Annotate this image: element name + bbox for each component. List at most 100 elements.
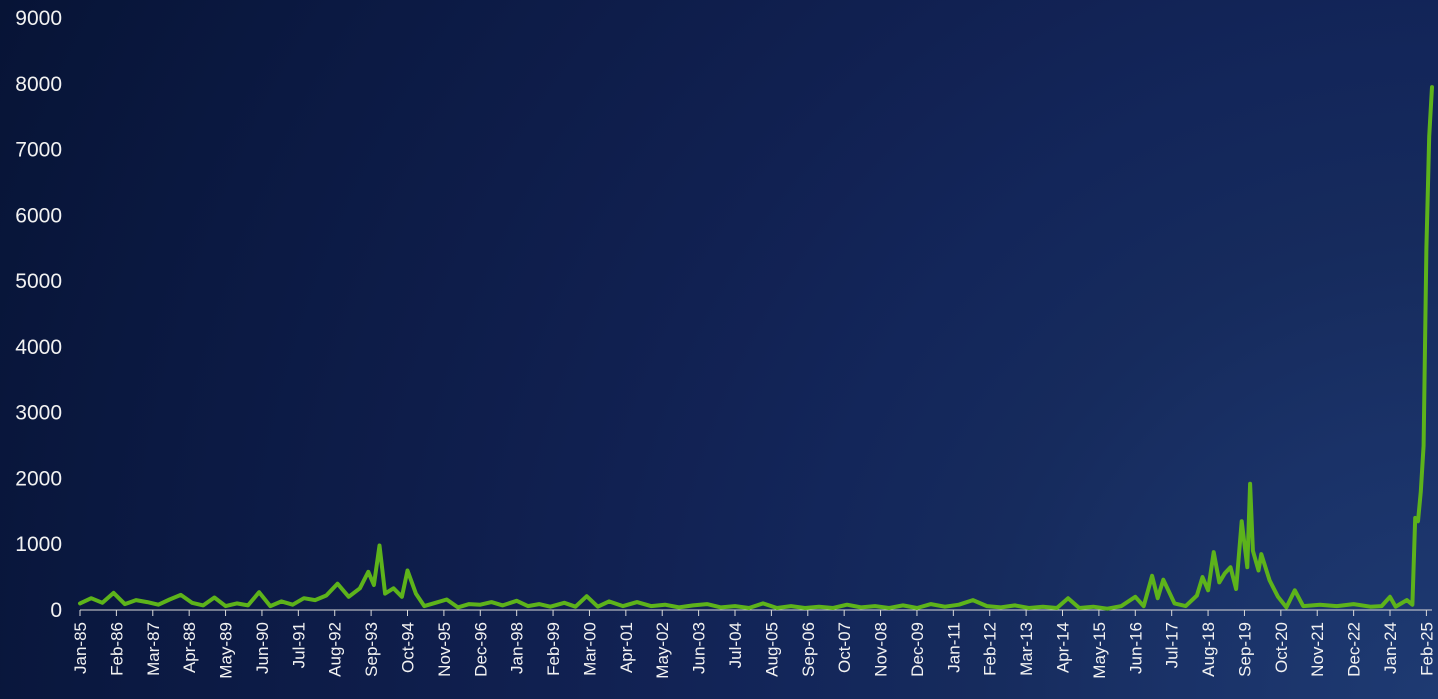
y-tick-label: 8000 <box>15 73 62 96</box>
x-tick-label: Jul-91 <box>289 622 308 668</box>
data-point <box>1212 550 1216 554</box>
data-point <box>775 606 779 610</box>
x-tick-label: May-02 <box>653 622 672 679</box>
x-tick-label: Aug-18 <box>1199 622 1218 677</box>
data-point <box>1256 568 1261 573</box>
data-point <box>635 600 639 604</box>
data-point <box>302 596 306 600</box>
x-tick-label: Nov-08 <box>872 622 891 677</box>
data-point <box>179 593 183 597</box>
data-point <box>1228 565 1233 569</box>
data-point <box>123 602 127 606</box>
data-point <box>747 606 751 610</box>
data-point <box>1119 604 1123 608</box>
x-tick-label: Aug-05 <box>762 622 781 677</box>
data-point <box>134 598 138 602</box>
data-point <box>831 606 835 610</box>
data-point <box>501 603 505 608</box>
x-tick-label: Dec-22 <box>1345 622 1364 677</box>
data-point <box>957 603 961 607</box>
x-tick-label: Feb-86 <box>107 622 126 676</box>
data-point <box>733 604 737 608</box>
data-point <box>859 605 863 610</box>
x-tick-label: Jun-90 <box>253 622 272 674</box>
data-point <box>1156 596 1160 600</box>
data-point <box>1259 552 1263 556</box>
data-point <box>1424 246 1428 250</box>
x-tick-label: Apr-14 <box>1054 622 1073 673</box>
y-tick-label: 6000 <box>15 204 62 227</box>
data-point <box>548 605 552 609</box>
data-point <box>1352 602 1356 606</box>
data-point <box>1293 588 1297 592</box>
data-point <box>1240 519 1244 523</box>
data-point <box>1416 519 1420 523</box>
data-point <box>372 583 376 587</box>
x-tick-label: Feb-12 <box>981 622 1000 676</box>
data-point <box>400 595 404 599</box>
x-tick-label: Jan-24 <box>1381 622 1400 674</box>
data-point <box>1335 604 1339 608</box>
data-point <box>246 603 250 608</box>
data-point <box>971 598 975 602</box>
data-point <box>526 604 530 608</box>
data-point <box>999 605 1003 610</box>
data-point <box>562 601 566 605</box>
data-point <box>649 604 653 608</box>
data-point <box>705 602 709 606</box>
data-point <box>291 603 295 607</box>
data-point <box>1427 134 1431 138</box>
x-tick-label: Mar-13 <box>1017 622 1036 676</box>
data-point <box>1410 603 1414 607</box>
data-point <box>873 604 877 608</box>
x-tick-label: Oct-20 <box>1272 622 1291 673</box>
y-tick-label: 7000 <box>15 139 62 162</box>
data-point <box>391 586 396 590</box>
y-axis: 0 1000 2000 3000 4000 5000 6000 7000 8000 9000 <box>15 7 62 622</box>
x-tick-label: Jun-03 <box>690 622 709 674</box>
data-point <box>112 591 116 595</box>
data-point <box>789 604 793 608</box>
x-tick-label: Jan-98 <box>508 622 527 674</box>
data-point <box>901 603 905 608</box>
data-point <box>691 603 695 608</box>
data-point <box>489 600 494 604</box>
data-point <box>1251 549 1255 553</box>
series-layer <box>78 85 1434 611</box>
y-tick-label: 1000 <box>15 533 62 556</box>
data-point <box>537 602 541 606</box>
data-point <box>1301 604 1305 608</box>
data-point <box>1405 598 1409 602</box>
data-point <box>1041 605 1045 609</box>
x-tick-label: Sep-19 <box>1235 622 1254 677</box>
x-axis: Jan-85 Feb-86 Mar-87 Apr-88 May-89 Jun-90 Jul-… <box>71 609 1436 679</box>
data-point <box>377 543 382 548</box>
y-tick-label: 2000 <box>15 467 62 490</box>
data-point <box>1276 595 1280 599</box>
data-point <box>943 605 947 609</box>
data-point <box>596 605 600 609</box>
data-point <box>422 604 426 608</box>
data-point <box>1284 605 1288 610</box>
data-point <box>383 592 387 596</box>
data-point <box>663 603 667 607</box>
data-point <box>607 599 611 604</box>
data-point <box>1368 605 1372 609</box>
data-point <box>366 570 370 574</box>
data-point <box>235 601 239 606</box>
x-tick-label: Nov-95 <box>435 622 454 677</box>
data-point <box>761 601 765 606</box>
data-point <box>279 599 284 604</box>
x-tick-label: Apr-01 <box>617 622 636 673</box>
data-point <box>145 600 149 604</box>
data-point <box>268 604 272 608</box>
data-point <box>212 595 216 600</box>
x-tick-label: Apr-88 <box>180 622 199 673</box>
data-point <box>100 601 104 605</box>
data-point <box>456 605 460 610</box>
data-point <box>621 604 625 608</box>
x-tick-label: Mar-00 <box>580 622 599 676</box>
data-point <box>1066 596 1070 600</box>
